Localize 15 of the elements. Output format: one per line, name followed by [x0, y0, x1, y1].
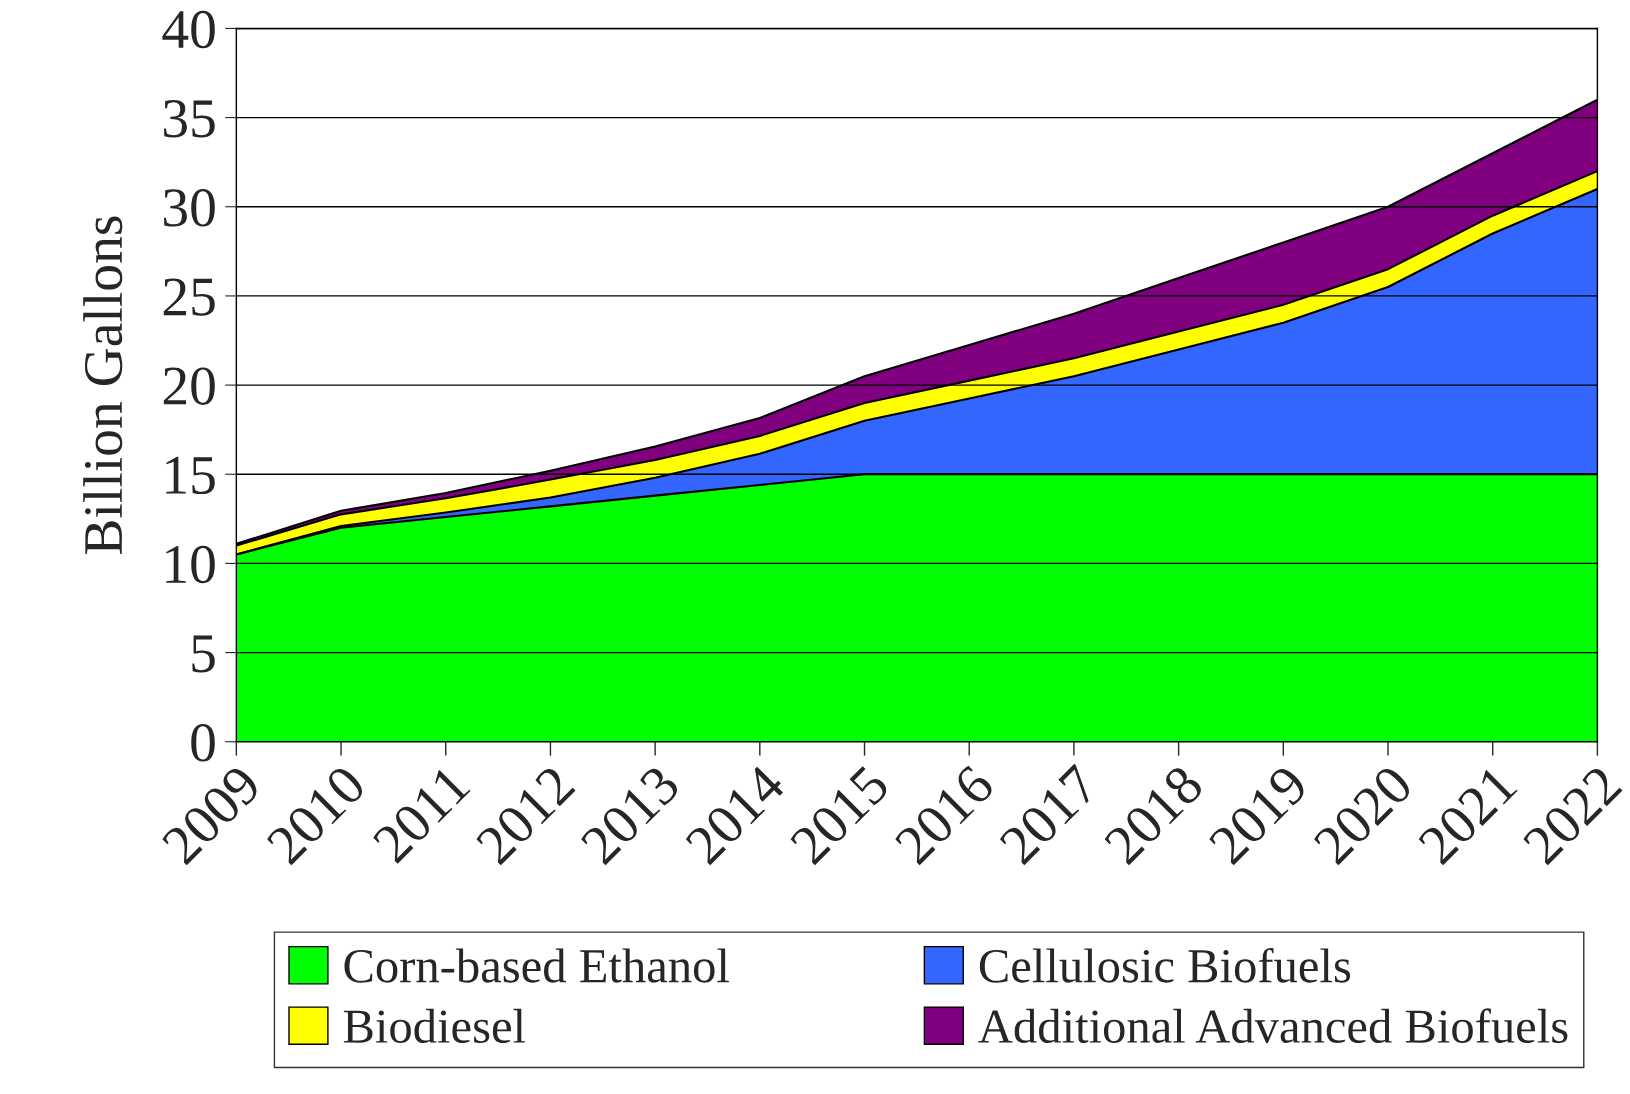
y-tick-label: 20: [163, 367, 215, 405]
y-tick-label: 40: [162, 10, 215, 49]
legend-label: Cellulosic Biofuels: [979, 947, 1351, 983]
y-tick-label: 30: [164, 189, 215, 227]
y-axis-title: Billion Gallons: [83, 216, 123, 555]
y-tick-label: 35: [164, 100, 215, 138]
y-tick-label: 25: [163, 278, 215, 316]
y-tick-label: 15: [166, 456, 215, 495]
legend-label: Corn-based Ethanol: [344, 948, 729, 983]
x-tick-label: 2011: [371, 764, 472, 865]
y-tick-label: 0: [191, 724, 215, 762]
y-tick-label: 10: [166, 545, 215, 584]
legend-label: Biodiesel: [343, 1008, 526, 1044]
y-tick-label: 5: [192, 635, 215, 673]
legend-label: Additional Advanced Biofuels: [978, 1008, 1568, 1044]
